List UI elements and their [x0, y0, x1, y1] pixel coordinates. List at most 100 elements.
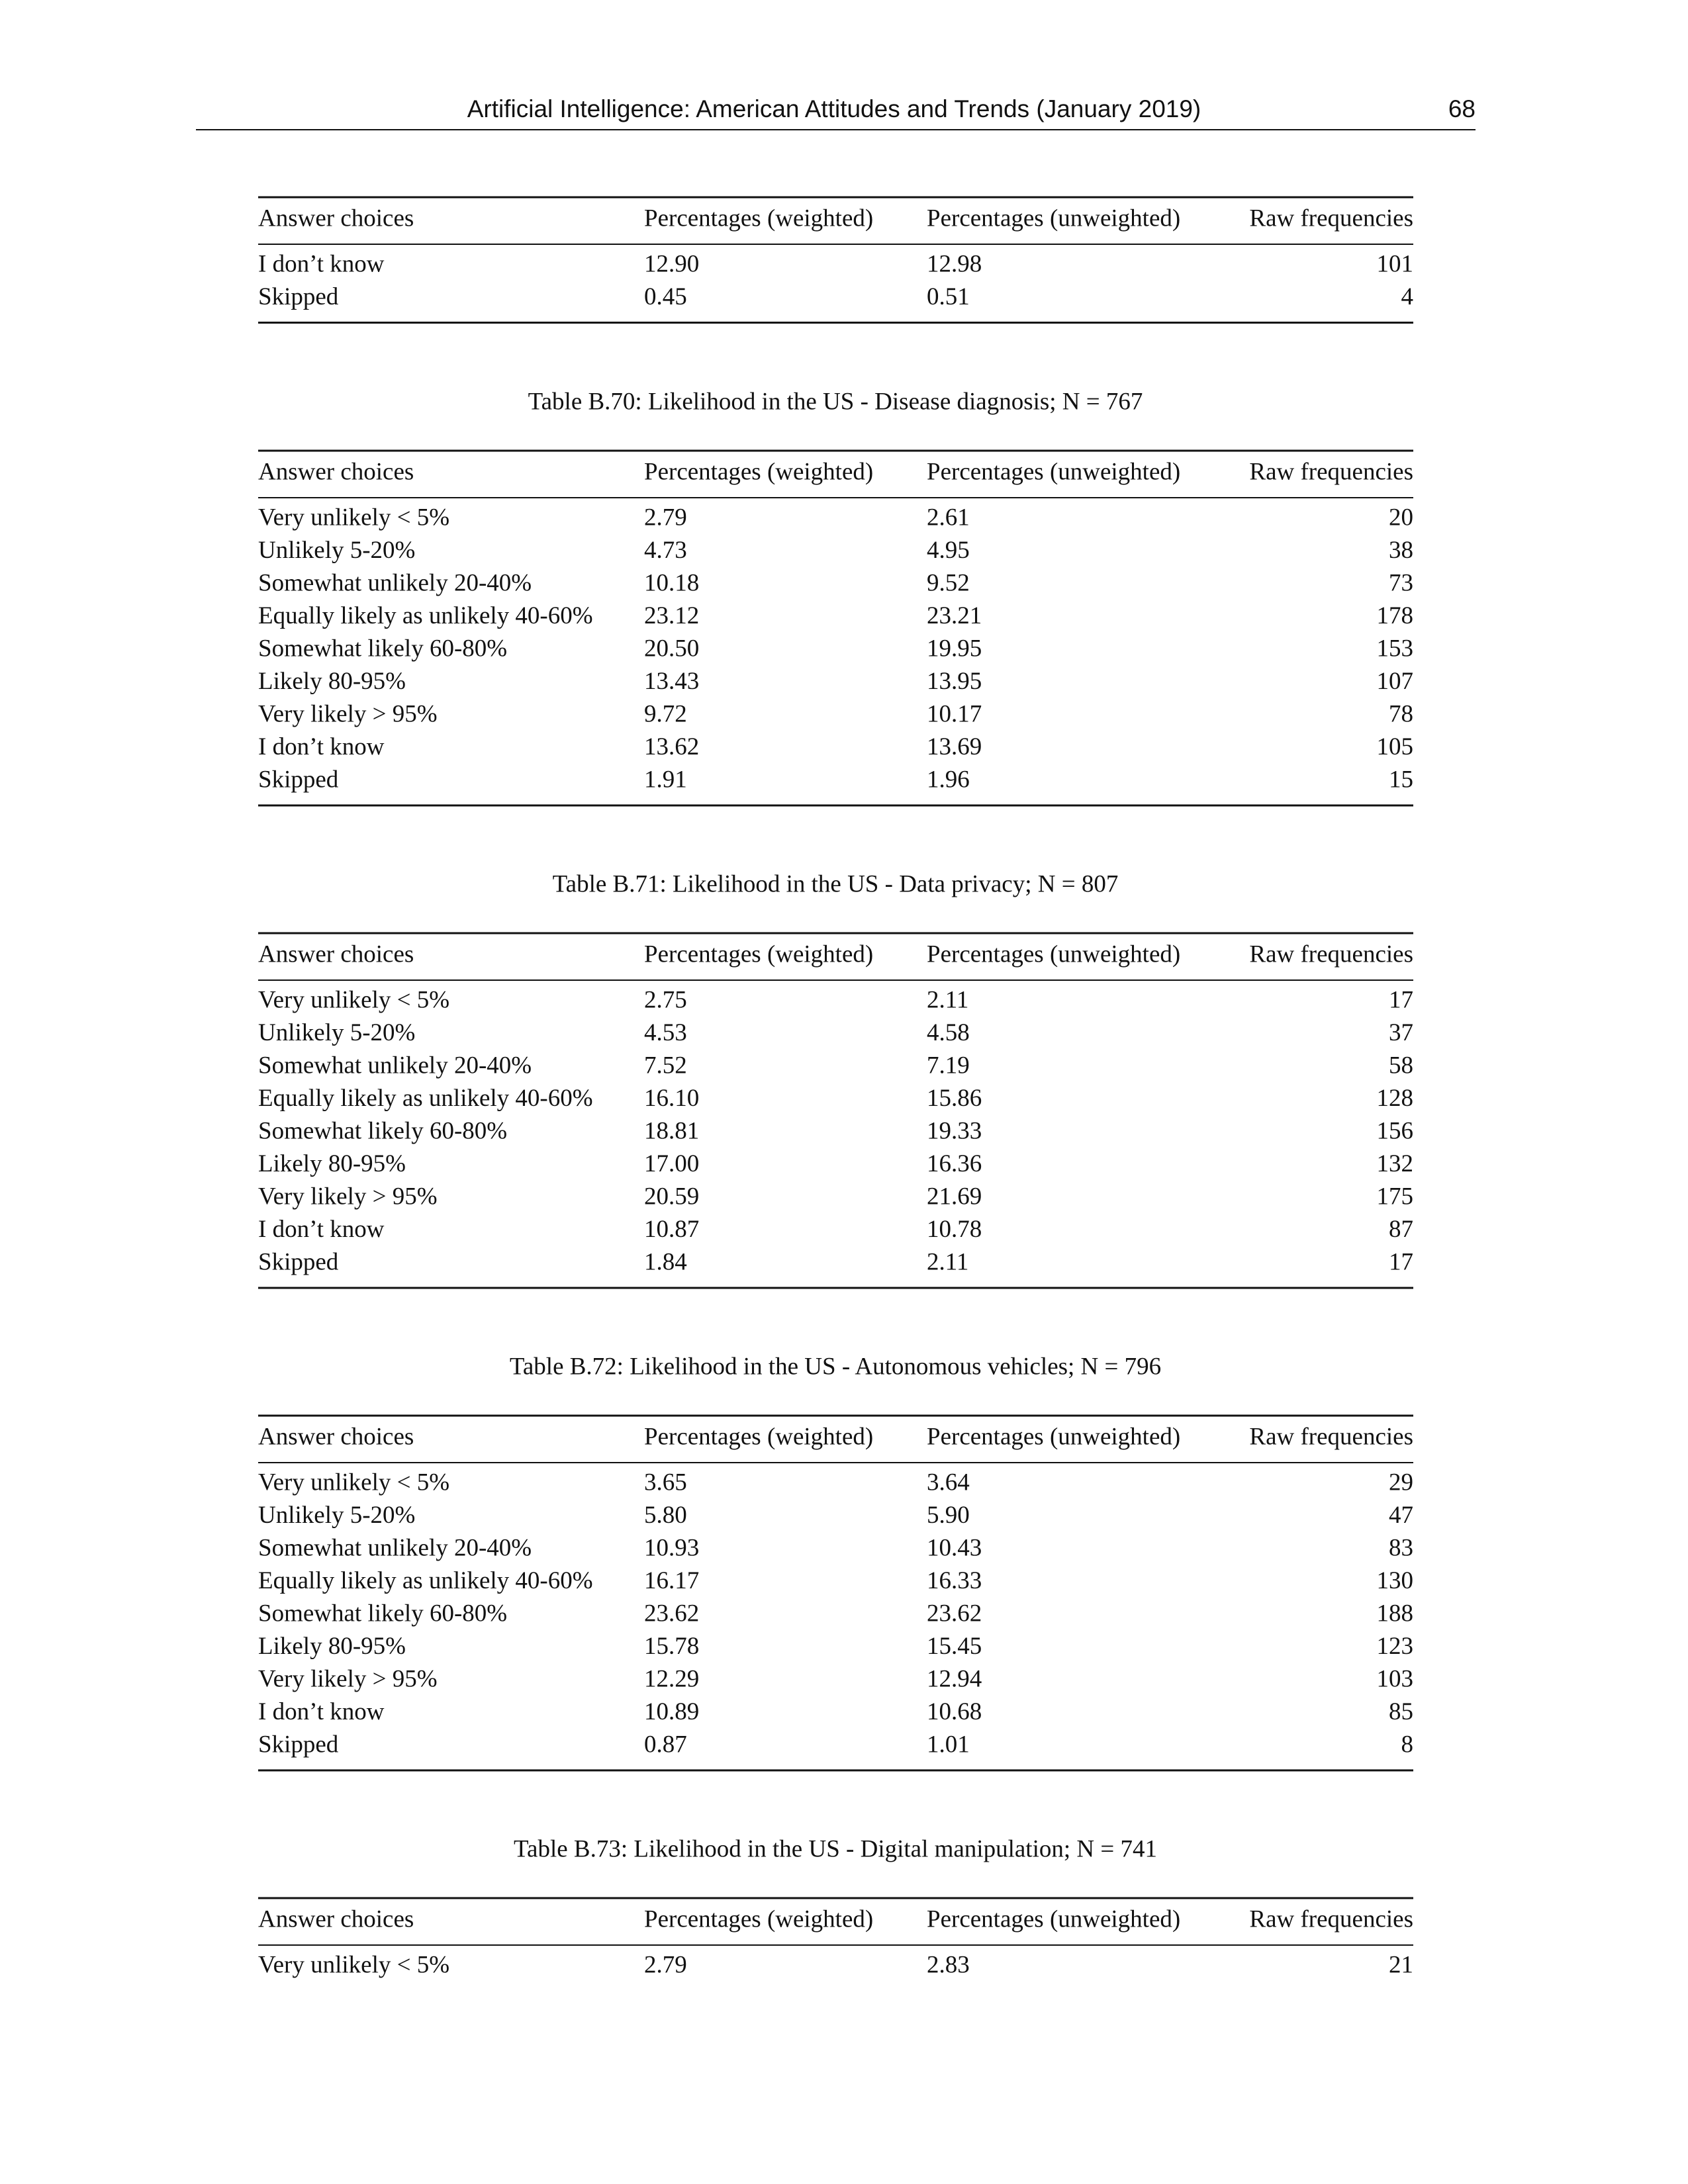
table-cell: 2.75 — [644, 986, 687, 1013]
column-header: Percentages (weighted) — [644, 940, 873, 968]
table-cell: 1.96 — [927, 766, 970, 793]
table-cell: 1.91 — [644, 766, 687, 793]
table-cell: 78 — [1389, 700, 1413, 727]
table-cell: 1.84 — [644, 1248, 687, 1275]
table-cell: 16.10 — [644, 1085, 699, 1112]
column-header: Raw frequencies — [1249, 1423, 1413, 1450]
table-cell: Very unlikely < 5% — [258, 504, 449, 531]
table-cell: 10.93 — [644, 1534, 699, 1561]
column-header: Raw frequencies — [1249, 205, 1413, 232]
table-cell: 5.80 — [644, 1502, 687, 1529]
table-cell: 16.36 — [927, 1150, 982, 1177]
table-cell: Likely 80-95% — [258, 668, 406, 695]
table-cell: 128 — [1377, 1085, 1414, 1112]
table-cell: 23.21 — [927, 602, 982, 629]
table-cell: 1.01 — [927, 1731, 970, 1758]
table-cell: 9.72 — [644, 700, 687, 727]
table-cell: 58 — [1389, 1052, 1413, 1079]
table-cell: 4.53 — [644, 1019, 687, 1046]
table-cell: I don’t know — [258, 733, 385, 760]
table-cell: 4.58 — [927, 1019, 970, 1046]
table-cell: 156 — [1377, 1117, 1414, 1144]
table-cell: 153 — [1377, 635, 1414, 662]
table-cell: Likely 80-95% — [258, 1150, 406, 1177]
table-cell: 16.17 — [644, 1567, 699, 1594]
column-header: Percentages (weighted) — [644, 1905, 873, 1933]
table-cell: 2.79 — [644, 504, 687, 531]
table-cell: 130 — [1377, 1567, 1414, 1594]
table-cell: Skipped — [258, 766, 339, 793]
table-cell: 2.83 — [927, 1951, 970, 1978]
table-cell: 85 — [1389, 1698, 1413, 1725]
table-cell: 15 — [1389, 766, 1413, 793]
table-cell: 105 — [1377, 733, 1414, 760]
table-cell: 3.64 — [927, 1469, 970, 1496]
table-cell: Likely 80-95% — [258, 1633, 406, 1660]
table-cell: 16.33 — [927, 1567, 982, 1594]
table-cell: Somewhat likely 60-80% — [258, 1117, 507, 1144]
table-cell: 17 — [1389, 986, 1413, 1013]
table-cell: Unlikely 5-20% — [258, 537, 415, 564]
table-cell: 2.79 — [644, 1951, 687, 1978]
column-header: Percentages (unweighted) — [927, 1905, 1180, 1933]
column-header: Percentages (weighted) — [644, 1423, 873, 1450]
table-cell: 19.33 — [927, 1117, 982, 1144]
table-cell: 23.62 — [927, 1600, 982, 1627]
column-header: Answer choices — [258, 1905, 414, 1933]
table-cell: 21 — [1389, 1951, 1413, 1978]
table-cell: 13.43 — [644, 668, 699, 695]
table-cell: 29 — [1389, 1469, 1413, 1496]
table-cell: 10.87 — [644, 1216, 699, 1243]
table-cell: 132 — [1377, 1150, 1414, 1177]
table-cell: 12.94 — [927, 1665, 982, 1692]
table-cell: 12.98 — [927, 250, 982, 277]
table-cell: Equally likely as unlikely 40-60% — [258, 602, 593, 629]
column-header: Answer choices — [258, 1423, 414, 1450]
table-cell: Somewhat unlikely 20-40% — [258, 569, 532, 596]
column-header: Answer choices — [258, 458, 414, 485]
table-cell: 2.11 — [927, 986, 968, 1013]
table-caption: Table B.70: Likelihood in the US - Disea… — [528, 388, 1143, 415]
table-cell: 17 — [1389, 1248, 1413, 1275]
column-header: Answer choices — [258, 940, 414, 968]
table-cell: 175 — [1377, 1183, 1414, 1210]
table-cell: 20.50 — [644, 635, 699, 662]
table-cell: 12.90 — [644, 250, 699, 277]
table-cell: 0.51 — [927, 283, 970, 310]
table-cell: 47 — [1389, 1502, 1413, 1529]
table-cell: 20 — [1389, 504, 1413, 531]
table-cell: 0.87 — [644, 1731, 687, 1758]
table-cell: Very unlikely < 5% — [258, 1951, 449, 1978]
table-caption: Table B.72: Likelihood in the US - Auton… — [510, 1353, 1161, 1380]
table-cell: Very likely > 95% — [258, 1665, 438, 1692]
table-cell: 87 — [1389, 1216, 1413, 1243]
table-caption: Table B.71: Likelihood in the US - Data … — [553, 870, 1119, 897]
table-cell: Equally likely as unlikely 40-60% — [258, 1085, 593, 1112]
column-header: Percentages (unweighted) — [927, 458, 1180, 485]
table-cell: 103 — [1377, 1665, 1414, 1692]
table-cell: 37 — [1389, 1019, 1413, 1046]
table-cell: 15.86 — [927, 1085, 982, 1112]
table-cell: I don’t know — [258, 1216, 385, 1243]
table-cell: Very likely > 95% — [258, 1183, 438, 1210]
column-header: Percentages (unweighted) — [927, 1423, 1180, 1450]
table-cell: 9.52 — [927, 569, 970, 596]
table-cell: Very unlikely < 5% — [258, 986, 449, 1013]
table-cell: Somewhat likely 60-80% — [258, 635, 507, 662]
column-header: Percentages (unweighted) — [927, 205, 1180, 232]
table-cell: 4 — [1401, 283, 1414, 310]
table-cell: 12.29 — [644, 1665, 699, 1692]
table-cell: 2.61 — [927, 504, 970, 531]
table-cell: Very unlikely < 5% — [258, 1469, 449, 1496]
table-cell: 4.95 — [927, 537, 970, 564]
table-cell: 10.43 — [927, 1534, 982, 1561]
table-cell: Somewhat unlikely 20-40% — [258, 1534, 532, 1561]
table-cell: Equally likely as unlikely 40-60% — [258, 1567, 593, 1594]
table-cell: Skipped — [258, 1731, 339, 1758]
column-header: Raw frequencies — [1249, 940, 1413, 968]
table-cell: 188 — [1377, 1600, 1414, 1627]
table-cell: 20.59 — [644, 1183, 699, 1210]
table-cell: 13.69 — [927, 733, 982, 760]
table-cell: I don’t know — [258, 1698, 385, 1725]
